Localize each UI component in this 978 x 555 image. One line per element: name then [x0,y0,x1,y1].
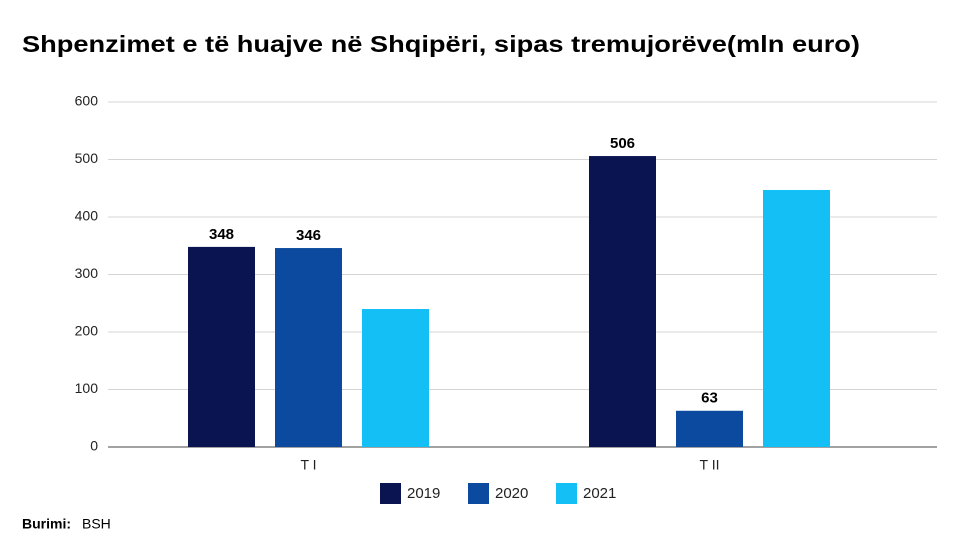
data-label: 506 [610,135,635,152]
bar [275,248,342,447]
x-tick-label: T I [300,457,316,473]
data-label: 63 [701,390,718,407]
source: BSH [82,516,111,532]
bar [676,410,743,447]
y-tick-label: 200 [75,323,99,339]
chart-title: Shpenzimet e të huajve në Shqipëri, sipa… [22,31,860,57]
legend-label: 2019 [407,485,440,502]
y-tick-label: 400 [75,208,99,224]
bar [763,189,830,447]
legend-swatch [556,483,577,504]
y-tick-label: 100 [75,380,99,396]
legend-swatch [468,483,489,504]
data-label: 346 [296,227,321,244]
y-tick-label: 300 [75,265,99,281]
bar [362,309,429,447]
y-tick-label: 0 [90,438,98,454]
data-label: 348 [209,226,234,243]
legend-label: 2020 [495,485,528,502]
legend-label: 2021 [583,485,616,502]
bar [589,156,656,448]
legend-swatch [380,483,401,504]
source-label: Burimi: [22,516,71,532]
x-tick-label: T II [700,457,720,473]
bar [188,246,255,447]
y-tick-label: 600 [75,93,99,109]
y-tick-label: 500 [75,150,99,166]
